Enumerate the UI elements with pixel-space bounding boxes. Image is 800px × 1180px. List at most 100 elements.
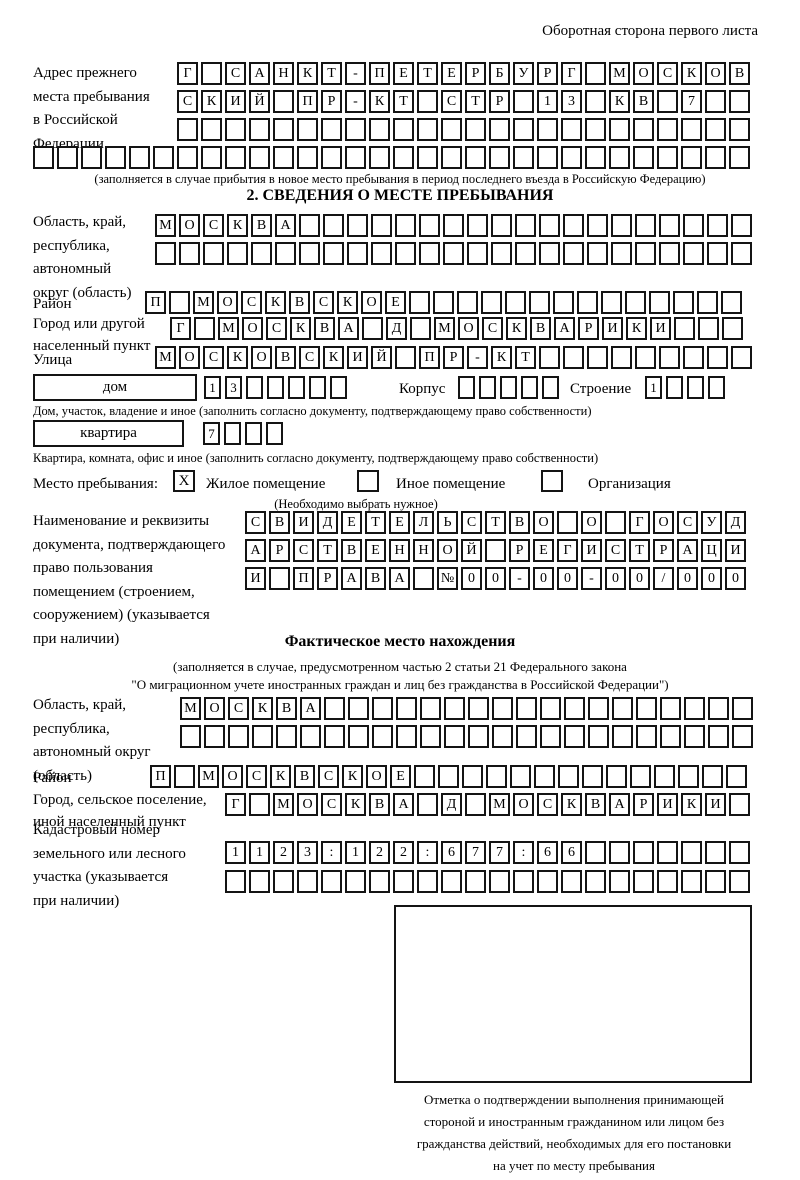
char-cell	[396, 697, 417, 720]
flat-field-box: квартира	[33, 420, 184, 447]
char-cell	[177, 118, 198, 141]
char-cell	[585, 146, 606, 169]
char-cell: 1	[645, 376, 662, 399]
char-cell	[635, 242, 656, 265]
char-cell: М	[273, 793, 294, 816]
char-cell	[540, 697, 561, 720]
label-line: при наличии)	[33, 630, 120, 647]
char-cell	[444, 725, 465, 748]
char-cell	[681, 146, 702, 169]
korpus-cells	[458, 376, 559, 399]
char-cell: М	[198, 765, 219, 788]
char-cell	[414, 765, 435, 788]
char-cell	[683, 346, 704, 369]
char-cell	[606, 765, 627, 788]
char-cell: Т	[629, 539, 650, 562]
char-cell	[201, 118, 222, 141]
char-cell	[345, 118, 366, 141]
char-cell	[396, 725, 417, 748]
char-cell	[362, 317, 383, 340]
char-cell	[201, 146, 222, 169]
char-cell	[395, 242, 416, 265]
char-cell	[269, 567, 290, 590]
char-cell: Р	[578, 317, 599, 340]
char-cell: В	[633, 90, 654, 113]
char-cell	[577, 291, 598, 314]
label-line: Отметка о подтверждении выполнения прини…	[423, 1092, 725, 1107]
char-cell: В	[585, 793, 606, 816]
char-cell: О	[633, 62, 654, 85]
char-cell	[681, 841, 702, 864]
char-cell	[433, 291, 454, 314]
char-cell: 7	[465, 841, 486, 864]
label-line: документа, подтверждающего	[33, 536, 226, 553]
char-cell: И	[705, 793, 726, 816]
char-cell: О	[705, 62, 726, 85]
char-cell: Т	[317, 539, 338, 562]
char-cell: Д	[441, 793, 462, 816]
char-cell: 0	[629, 567, 650, 590]
char-cell: П	[419, 346, 440, 369]
char-cell: :	[417, 841, 438, 864]
char-cell	[636, 725, 657, 748]
char-cell	[633, 146, 654, 169]
char-cell	[465, 793, 486, 816]
char-cell	[707, 214, 728, 237]
char-cell: Г	[177, 62, 198, 85]
flat-cells: 7	[203, 422, 283, 445]
char-cell: :	[513, 841, 534, 864]
char-cell: 3	[297, 841, 318, 864]
char-cell	[419, 214, 440, 237]
char-cell: У	[513, 62, 534, 85]
char-cell: А	[554, 317, 575, 340]
char-cell	[649, 291, 670, 314]
char-cell	[625, 291, 646, 314]
char-cell	[467, 242, 488, 265]
char-cell: Р	[465, 62, 486, 85]
char-cell	[297, 118, 318, 141]
char-cell: С	[225, 62, 246, 85]
char-cell	[612, 725, 633, 748]
confirmation-mark-note: Отметка о подтверждении выполнения прини…	[374, 1089, 774, 1177]
label-line: места пребывания	[33, 88, 150, 105]
house-note: Дом, участок, владение и иное (заполнить…	[33, 404, 592, 418]
char-cell: И	[657, 793, 678, 816]
char-cell: Т	[321, 62, 342, 85]
char-cell	[537, 146, 558, 169]
char-cell	[486, 765, 507, 788]
char-cell: Г	[170, 317, 191, 340]
char-cell	[345, 146, 366, 169]
stay-option-organization-label: Организация	[588, 476, 671, 492]
char-cell: 6	[441, 841, 462, 864]
char-cell	[393, 118, 414, 141]
char-cell	[393, 870, 414, 893]
char-cell	[443, 242, 464, 265]
char-cell	[708, 697, 729, 720]
char-cell: Н	[389, 539, 410, 562]
char-cell: Н	[273, 62, 294, 85]
char-cell	[609, 870, 630, 893]
char-cell	[657, 146, 678, 169]
char-cell	[558, 765, 579, 788]
char-cell: Т	[393, 90, 414, 113]
char-cell: И	[293, 511, 314, 534]
char-cell	[513, 870, 534, 893]
char-cell	[462, 765, 483, 788]
char-cell: В	[365, 567, 386, 590]
char-cell	[705, 841, 726, 864]
char-cell: Р	[633, 793, 654, 816]
char-cell	[228, 725, 249, 748]
char-cell	[707, 242, 728, 265]
char-cell	[481, 291, 502, 314]
char-cell: 7	[203, 422, 220, 445]
char-cell	[324, 697, 345, 720]
char-cell	[513, 146, 534, 169]
char-cell: М	[193, 291, 214, 314]
char-cell: О	[217, 291, 238, 314]
char-cell	[417, 793, 438, 816]
